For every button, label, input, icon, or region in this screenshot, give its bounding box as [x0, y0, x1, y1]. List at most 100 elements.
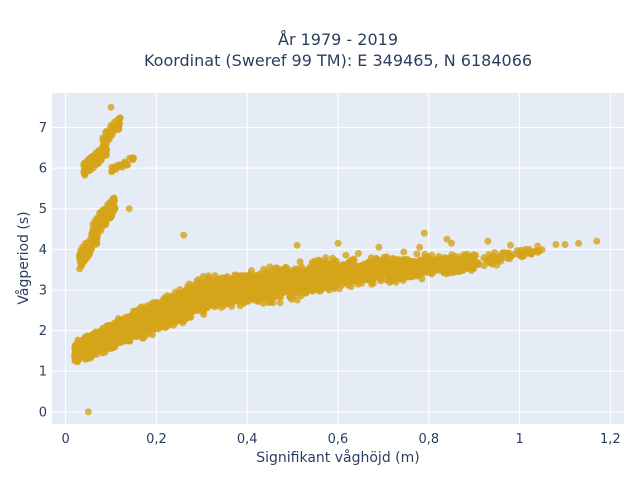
scatter-point — [400, 248, 408, 256]
scatter-point — [210, 279, 218, 287]
scatter-point — [90, 154, 98, 162]
chart-title-line-1: År 1979 - 2019 — [278, 30, 398, 49]
scatter-point — [428, 251, 436, 259]
scatter-point — [444, 255, 452, 263]
scatter-point — [107, 214, 115, 221]
scatter-point — [101, 148, 108, 156]
scatter-point — [425, 264, 433, 272]
scatter-point — [96, 156, 104, 164]
scatter-point — [439, 267, 447, 275]
x-tick-label: 1 — [515, 432, 523, 447]
scatter-point — [443, 235, 451, 243]
scatter-point — [184, 299, 192, 307]
scatter-point — [231, 271, 239, 279]
scatter-point — [270, 291, 278, 299]
x-tick-label: 0 — [61, 432, 69, 447]
scatter-point — [497, 257, 505, 265]
scatter-point — [111, 118, 119, 126]
scatter-point — [222, 299, 230, 307]
scatter-point — [448, 239, 455, 247]
scatter-point — [270, 282, 278, 290]
scatter-point — [326, 282, 334, 290]
scatter-point — [103, 127, 111, 135]
scatter-point — [480, 262, 488, 270]
scatter-point — [84, 333, 92, 341]
scatter-point — [101, 214, 109, 222]
scatter-point — [199, 308, 207, 315]
scatter-point — [575, 239, 583, 247]
scatter-point — [257, 274, 265, 282]
scatter-point — [252, 279, 260, 287]
scatter-point — [193, 277, 201, 285]
scatter-point — [121, 314, 129, 321]
scatter-point — [186, 292, 194, 300]
scatter-point — [274, 276, 282, 284]
scatter-point — [276, 291, 284, 299]
scatter-point — [510, 251, 518, 258]
scatter-point — [251, 296, 259, 304]
scatter-point — [296, 258, 304, 266]
scatter-point — [85, 349, 92, 357]
scatter-point — [380, 261, 388, 269]
scatter-point — [71, 344, 79, 352]
scatter-point — [99, 209, 107, 217]
scatter-point — [99, 136, 107, 144]
scatter-point — [339, 276, 346, 284]
scatter-point — [351, 267, 358, 275]
scatter-point — [329, 276, 337, 284]
scatter-point — [534, 242, 542, 250]
scatter-point — [105, 205, 112, 213]
scatter-point — [324, 267, 332, 275]
scatter-point — [246, 281, 253, 289]
scatter-point — [311, 257, 319, 265]
scatter-point — [162, 323, 170, 330]
scatter-point — [406, 272, 413, 280]
scatter-point — [202, 300, 210, 308]
scatter-point — [433, 263, 441, 271]
scatter-point — [79, 336, 87, 344]
scatter-point — [225, 286, 233, 294]
scatter-point — [472, 251, 480, 259]
scatter-point — [203, 290, 211, 298]
scatter-point — [485, 251, 493, 259]
scatter-point — [111, 343, 119, 351]
y-tick-label: 4 — [39, 243, 47, 258]
x-tick-label: 0,6 — [328, 432, 349, 447]
scatter-point — [211, 272, 219, 280]
scatter-point — [82, 255, 90, 263]
scatter-point — [112, 325, 120, 332]
scatter-point — [416, 243, 424, 251]
scatter-point — [392, 278, 400, 286]
x-tick-label: 0,4 — [237, 432, 258, 447]
y-tick-label: 7 — [39, 121, 47, 136]
scatter-point — [348, 272, 356, 280]
scatter-point — [93, 223, 101, 231]
scatter-point — [552, 241, 560, 248]
scatter-point — [129, 154, 137, 162]
scatter-point — [227, 280, 235, 288]
scatter-point — [417, 264, 425, 272]
scatter-point — [281, 264, 289, 272]
scatter-point — [373, 256, 381, 263]
scatter-point — [85, 160, 93, 168]
scatter-point — [294, 270, 302, 278]
scatter-point — [108, 168, 116, 176]
scatter-point — [329, 254, 337, 262]
scatter-point — [330, 268, 338, 276]
scatter-point — [139, 307, 147, 315]
y-axis-label: Vågperiod (s) — [15, 211, 32, 304]
scatter-point — [94, 215, 102, 223]
scatter-point — [154, 308, 162, 316]
scatter-point — [302, 283, 309, 291]
scatter-point — [392, 257, 400, 265]
scatter-point — [561, 241, 569, 248]
scatter-point — [86, 341, 94, 349]
scatter-point — [413, 250, 421, 258]
scatter-point — [358, 279, 366, 287]
chart-title-line-2: Koordinat (Sweref 99 TM): E 349465, N 61… — [144, 51, 532, 70]
scatter-point — [219, 284, 227, 292]
scatter-point — [269, 273, 277, 281]
